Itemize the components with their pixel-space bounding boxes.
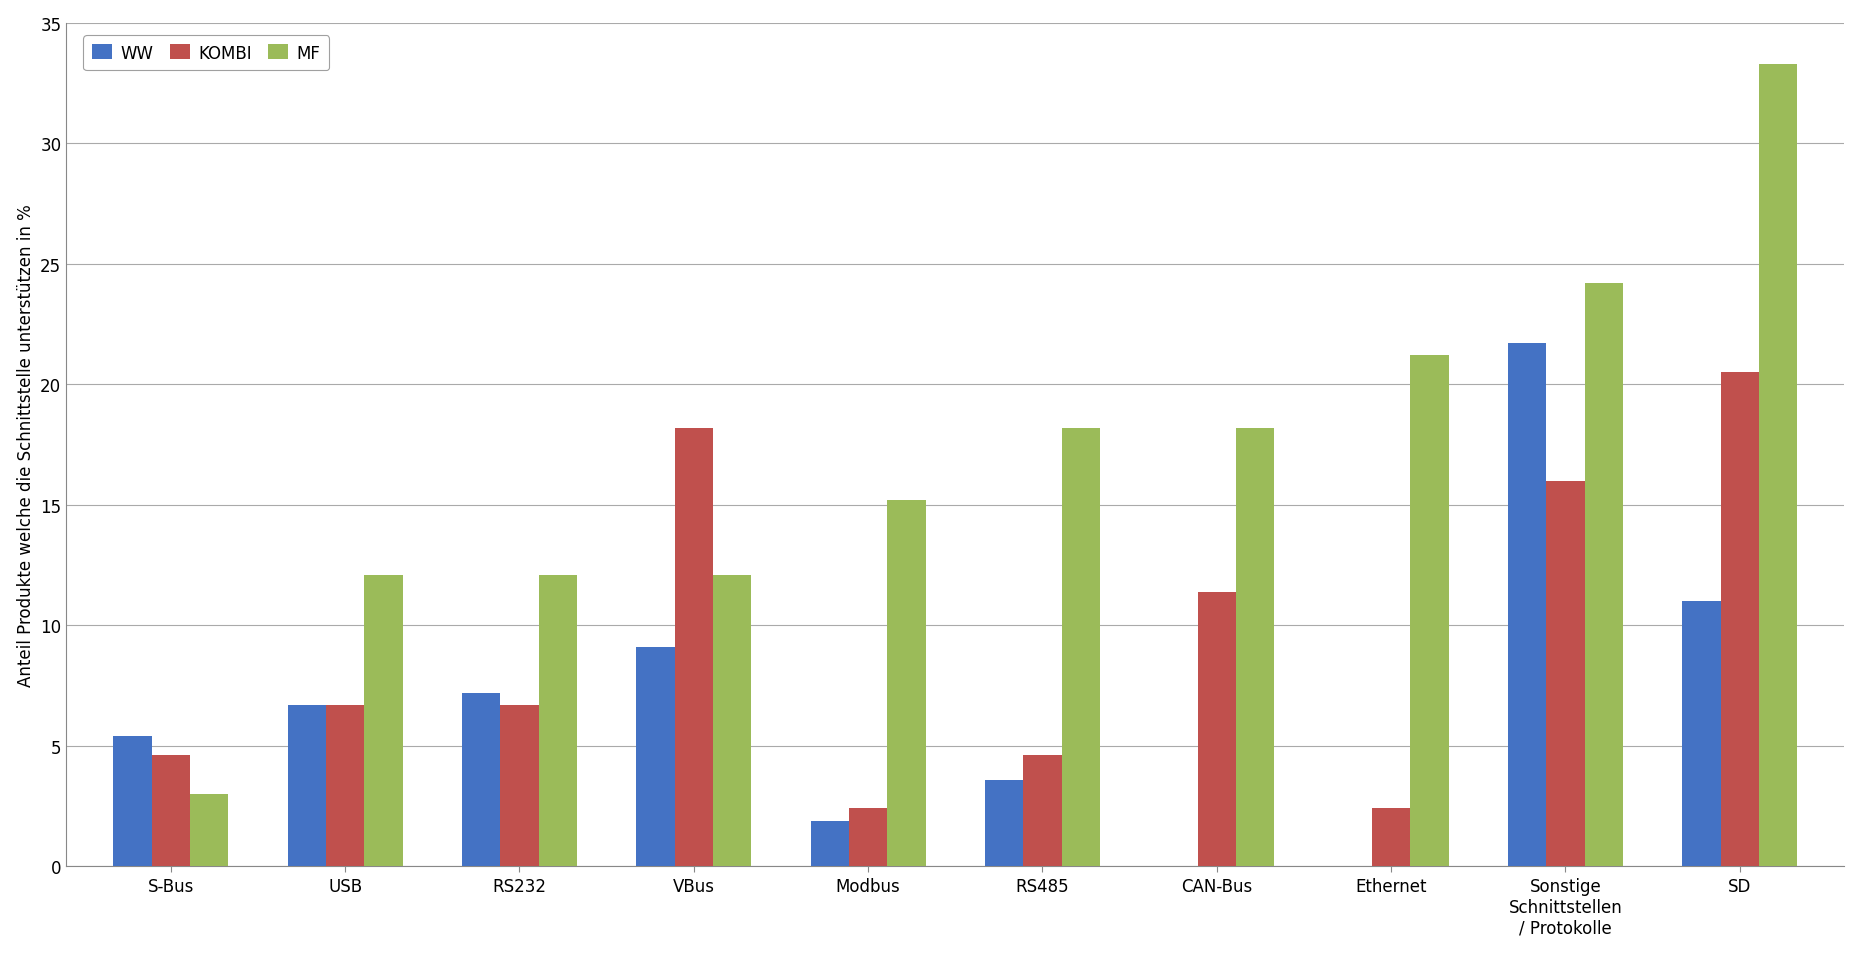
Bar	[849, 808, 888, 866]
Legend: WW, KOMBI, MF: WW, KOMBI, MF	[84, 36, 329, 71]
Bar	[1721, 373, 1759, 866]
Bar	[713, 575, 752, 866]
Bar	[1546, 481, 1584, 866]
Bar	[151, 756, 190, 866]
Bar	[114, 737, 151, 866]
Bar	[1682, 601, 1721, 866]
Bar	[1198, 592, 1236, 866]
Bar	[1061, 428, 1100, 866]
Bar	[984, 780, 1024, 866]
Bar	[365, 575, 402, 866]
Bar	[190, 794, 229, 866]
Bar	[1507, 344, 1546, 866]
Bar	[288, 705, 326, 866]
Bar	[1024, 756, 1061, 866]
Bar	[811, 821, 849, 866]
Bar	[538, 575, 577, 866]
Bar	[674, 428, 713, 866]
Bar	[501, 705, 538, 866]
Bar	[1372, 808, 1411, 866]
Bar	[888, 500, 925, 866]
Y-axis label: Anteil Produkte welche die Schnittstelle unterstützen in %: Anteil Produkte welche die Schnittstelle…	[17, 204, 35, 686]
Bar	[1411, 355, 1448, 866]
Bar	[326, 705, 365, 866]
Bar	[1584, 284, 1623, 866]
Bar	[1236, 428, 1275, 866]
Bar	[1759, 65, 1798, 866]
Bar	[636, 647, 674, 866]
Bar	[462, 693, 501, 866]
